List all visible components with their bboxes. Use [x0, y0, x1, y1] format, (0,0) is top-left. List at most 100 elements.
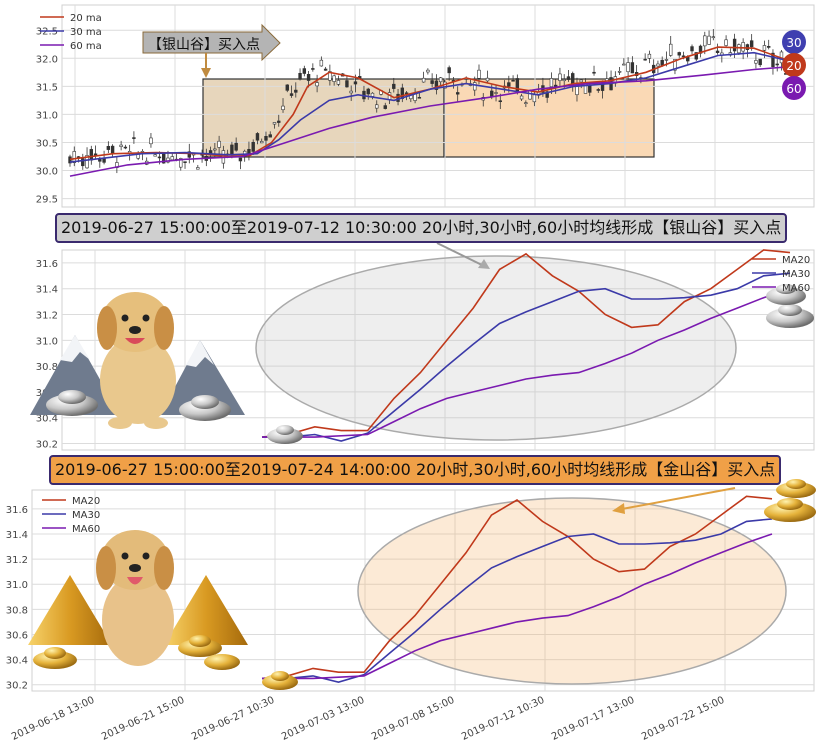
- candle-body: [703, 35, 707, 47]
- candle-body: [532, 94, 537, 103]
- candle-body: [553, 84, 558, 87]
- candle-body: [315, 82, 319, 87]
- x-tick-label: 2019-07-17 13:00: [550, 695, 636, 743]
- candle-body: [396, 93, 400, 102]
- y-tick-label: 31.0: [6, 580, 28, 591]
- y-tick-label: 31.4: [6, 530, 28, 541]
- candle-body: [643, 58, 647, 61]
- candle-body: [323, 68, 328, 71]
- svg-text:30: 30: [786, 36, 801, 50]
- x-tick-label: 2019-07-12 10:30: [460, 695, 546, 743]
- candle-body: [673, 58, 677, 71]
- candle-body: [626, 62, 630, 73]
- candle-body: [413, 93, 417, 101]
- candle-body: [336, 80, 341, 85]
- candle-body: [289, 93, 294, 96]
- legend-entry: MA30: [782, 269, 810, 280]
- candle-body: [230, 144, 234, 155]
- x-tick-label: 2019-06-21 15:00: [100, 695, 186, 743]
- candle-body: [579, 79, 583, 83]
- candle-body: [132, 137, 136, 139]
- candle-body: [664, 59, 669, 61]
- panel1-annotation-arrow: 【银山谷】买入点: [142, 23, 281, 78]
- candle-body: [434, 80, 439, 90]
- series-line-60-ma: [69, 65, 791, 177]
- candle-body: [349, 90, 353, 94]
- x-tick-label: 2019-07-03 13:00: [280, 695, 366, 743]
- candle-body: [183, 161, 187, 163]
- candle-body: [383, 105, 387, 109]
- candle-body: [455, 92, 460, 95]
- candle-body: [566, 76, 571, 80]
- gold-ingot-icon-right: [764, 479, 816, 522]
- candle-body: [694, 52, 698, 60]
- candle-body: [562, 79, 566, 82]
- series-line-ma20: [261, 495, 773, 680]
- candle-body: [754, 60, 758, 64]
- panel1-box-orange: [443, 78, 655, 158]
- candle-body: [264, 136, 268, 141]
- candle-body: [417, 96, 422, 99]
- candle-body: [707, 35, 711, 45]
- silver-valley-banner: 2019-06-27 15:00:00至2019-07-12 10:30:00 …: [55, 213, 788, 243]
- candle-body: [196, 167, 200, 170]
- candle-body: [102, 158, 106, 163]
- candle-body: [255, 133, 260, 141]
- panel1-box-grey: [202, 78, 445, 158]
- candle-body: [485, 77, 490, 82]
- candle-body: [477, 69, 481, 79]
- legend-entry: 20 ma: [70, 13, 102, 24]
- x-tick-label: 2019-07-08 15:00: [370, 695, 456, 743]
- silver-ingot-icon-left: [267, 425, 303, 444]
- y-tick-label: 30.8: [36, 362, 58, 373]
- candle-body: [745, 44, 750, 50]
- badge-30: 30: [782, 30, 806, 54]
- candle-body: [622, 63, 626, 66]
- series-line-ma20: [261, 249, 791, 438]
- candle-body: [213, 148, 217, 151]
- y-tick-label: 31.5: [36, 82, 58, 93]
- candle-body: [519, 95, 524, 100]
- candle-body: [272, 122, 277, 125]
- candle-body: [588, 85, 592, 93]
- y-tick-label: 30.4: [36, 414, 58, 425]
- y-tick-label: 30.2: [36, 440, 58, 451]
- candle-body: [311, 68, 315, 70]
- y-tick-label: 30.4: [6, 656, 28, 667]
- candle-body: [686, 56, 690, 62]
- candle-body: [690, 46, 694, 52]
- series-line-ma60: [262, 533, 773, 680]
- candle-body: [438, 77, 443, 83]
- series-line-20-ma: [69, 46, 791, 161]
- candle-body: [630, 62, 635, 74]
- candle-body: [762, 45, 767, 51]
- legend-entry: MA60: [72, 524, 100, 535]
- candle-body: [72, 151, 76, 163]
- y-tick-label: 31.2: [6, 555, 28, 566]
- y-tick-label: 30.8: [6, 605, 28, 616]
- x-tick-label: 2019-06-18 13:00: [10, 695, 96, 743]
- legend-entry: MA60: [782, 283, 810, 294]
- candle-body: [494, 92, 498, 94]
- y-tick-label: 31.0: [36, 336, 58, 347]
- candle-body: [511, 79, 515, 82]
- candle-body: [498, 100, 502, 103]
- panel2-pointer-arrow: [436, 242, 490, 269]
- candle-body: [656, 63, 660, 67]
- y-tick-label: 29.5: [36, 195, 58, 206]
- panel2-ellipse: [255, 255, 737, 441]
- gold-pyramid-dog-illustration: [28, 530, 248, 670]
- candle-body: [430, 80, 434, 84]
- candle-body: [170, 156, 174, 161]
- badge-60: 60: [782, 76, 806, 100]
- candle-body: [771, 52, 775, 68]
- candle-body: [715, 50, 720, 53]
- y-tick-label: 30.5: [36, 138, 58, 149]
- silver-mountain-dog-illustration: [30, 292, 245, 429]
- candle-body: [677, 52, 681, 56]
- candle-body: [545, 91, 549, 98]
- y-tick-label: 30.0: [36, 167, 58, 178]
- candle-body: [515, 78, 520, 92]
- candle-body: [732, 38, 737, 52]
- candle-body: [647, 53, 652, 59]
